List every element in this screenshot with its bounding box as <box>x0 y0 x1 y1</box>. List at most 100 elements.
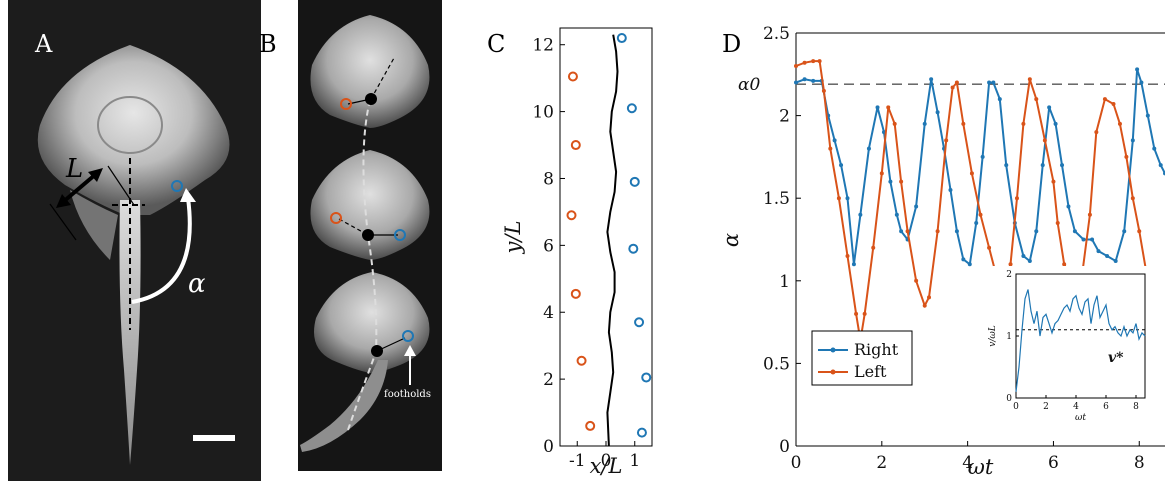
length-label: L <box>65 154 83 184</box>
y-tick-label-c: 0 <box>543 437 554 457</box>
left-series-point <box>879 171 884 176</box>
x-tick-label-d: 6 <box>1048 453 1059 473</box>
left-series-point <box>1111 102 1116 107</box>
right-series-point <box>997 97 1002 102</box>
right-series-point <box>1027 258 1032 263</box>
inset-y-tick-label: 0 <box>1006 394 1012 404</box>
inset-y-tick-label: 1 <box>1006 332 1012 342</box>
left-series-point <box>817 59 822 64</box>
left-series-point <box>1042 138 1047 143</box>
legend-marker-right <box>830 347 836 353</box>
right-series-point <box>802 77 807 82</box>
y-tick-label-d: 0 <box>779 437 790 457</box>
hip-tick-line <box>107 165 135 206</box>
left-series-point <box>935 229 940 234</box>
ray-pelvic-fin-a <box>70 190 118 260</box>
y-tick-label-c: 8 <box>543 169 554 189</box>
right-series-point <box>794 80 798 85</box>
b3-hip-marker <box>371 345 383 357</box>
x-tick-label-d: 4 <box>962 453 973 473</box>
legend-box <box>811 330 913 386</box>
left-series-point <box>950 85 955 90</box>
right-series-point <box>1158 163 1163 168</box>
left-series-point <box>828 146 833 151</box>
right-series-point <box>1139 80 1144 85</box>
scale-bar <box>193 435 235 441</box>
x-axis-label-d: ωt <box>968 455 994 479</box>
legend-label-left: Left <box>854 362 887 381</box>
left-series-point <box>978 212 983 217</box>
left-series-point <box>1034 97 1039 102</box>
x-tick-label-d: 2 <box>876 453 887 473</box>
left-series-point <box>871 245 876 250</box>
x-tick-label-d: 0 <box>791 453 802 473</box>
left-series-point <box>794 64 798 69</box>
right-series-point <box>914 204 919 209</box>
foothold-marker-a <box>171 180 183 192</box>
left-series-point <box>862 311 867 316</box>
right-series-point <box>1004 163 1009 168</box>
right-series-point <box>811 78 816 83</box>
fin-tick-line <box>49 203 77 241</box>
left-series-point <box>892 121 897 126</box>
right-series-point <box>991 80 996 85</box>
y-tick-label-c: 4 <box>543 303 554 323</box>
right-series-point <box>894 212 899 217</box>
right-series-point <box>974 220 979 225</box>
footholds-label: footholds <box>384 389 431 400</box>
inset-y-tick-label: 2 <box>1006 270 1012 280</box>
left-series-point <box>1021 121 1026 126</box>
left-foothold-point <box>567 71 578 82</box>
panel-letter-d: D <box>722 30 741 58</box>
left-series-point <box>899 179 904 184</box>
right-series-point <box>1081 237 1086 242</box>
right-series-point <box>1060 163 1065 168</box>
left-series-point <box>1102 97 1107 102</box>
ray-body-b1 <box>310 15 430 128</box>
left-series-line <box>795 60 1162 341</box>
right-series-point <box>1145 113 1150 118</box>
right-foothold-point <box>636 427 647 438</box>
right-series-point <box>1105 254 1110 259</box>
left-series-point <box>1062 262 1067 267</box>
inset-x-tick-label: 8 <box>1133 402 1139 412</box>
left-series-point <box>1124 154 1129 159</box>
left-series-point <box>922 303 927 308</box>
right-series-point <box>987 80 992 85</box>
left-series-point <box>905 229 910 234</box>
trajectory-dashed-line <box>347 99 378 431</box>
right-series-point <box>888 179 893 184</box>
footholds-arrowhead <box>404 345 416 356</box>
centroid-path-line <box>606 34 619 447</box>
right-series-point <box>1152 146 1157 151</box>
inset-y-axis-label: v/ωL <box>988 325 998 346</box>
inset-x-tick-label: 6 <box>1103 402 1109 412</box>
left-series-point <box>1027 77 1032 82</box>
right-series-line <box>795 68 1165 267</box>
inset-speed-line <box>1015 289 1146 392</box>
angle-label: α <box>188 269 206 299</box>
b3-right-foothold <box>402 330 414 342</box>
right-series-point <box>899 229 904 234</box>
b1-body-axis <box>370 57 395 100</box>
panel-letter-c: C <box>487 30 505 58</box>
left-series-point <box>854 311 859 316</box>
y-tick-label-c: 6 <box>543 236 554 256</box>
left-series-point <box>1055 220 1060 225</box>
plot-c-frame <box>559 27 653 447</box>
right-series-point <box>1113 258 1118 263</box>
right-series-point <box>1053 121 1058 126</box>
ray-tail-a <box>119 200 141 465</box>
right-series-point <box>845 196 850 201</box>
right-series-point <box>1090 237 1095 242</box>
right-series-point <box>954 229 959 234</box>
right-series-point <box>858 212 863 217</box>
b1-left-foothold <box>340 98 352 110</box>
b1-hip-marker <box>365 93 377 105</box>
inset-x-axis-label: ωt <box>1075 413 1086 423</box>
right-series-point <box>1130 138 1135 143</box>
length-arrowhead-left <box>56 194 71 208</box>
right-series-point <box>1047 105 1052 110</box>
panel-letter-a: A <box>34 30 53 58</box>
